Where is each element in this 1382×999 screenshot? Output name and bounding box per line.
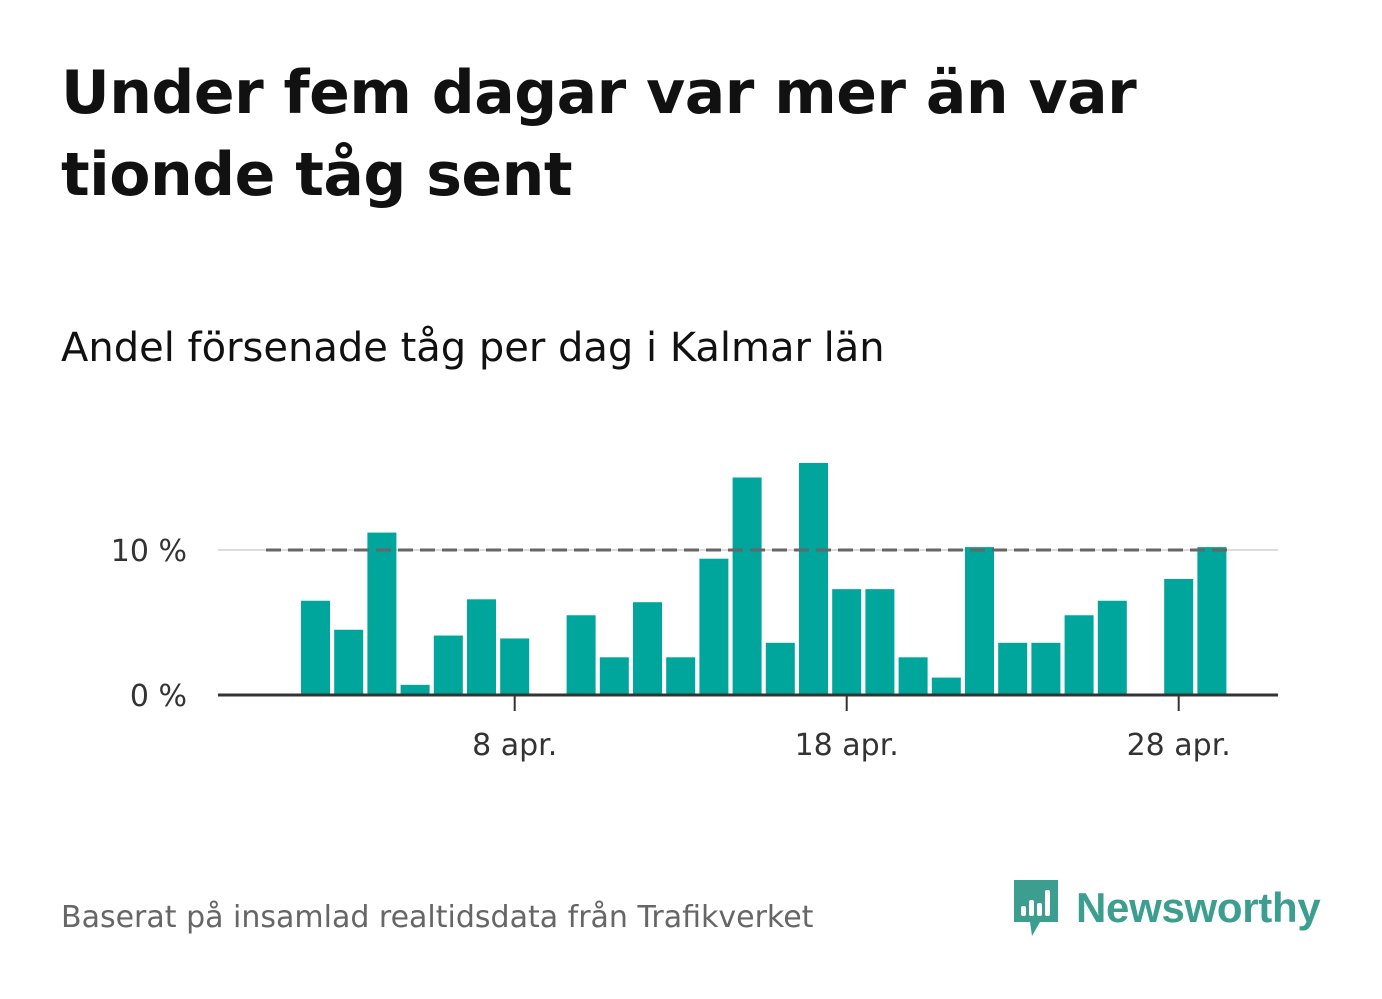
bar: 12 apr.: 6.4 %	[633, 602, 662, 695]
bar: 28 apr.: 8 %	[1164, 579, 1194, 695]
bar: 24 apr.: 3.6 %	[1031, 642, 1061, 695]
bar: 7 apr.: 6.6 %	[467, 599, 496, 695]
brand-name: Newsworthy	[1076, 884, 1321, 931]
bar: 13 apr.: 2.6 %	[666, 657, 696, 695]
brand-logo[interactable]: Newsworthy	[1010, 878, 1321, 938]
bar: 25 apr.: 5.5 %	[1064, 615, 1094, 695]
y-tick-label: 10 %	[111, 534, 187, 569]
bar: 14 apr.: 9.4 %	[699, 558, 729, 695]
bars: 2 apr.: 6.5 %3 apr.: 4.5 %4 apr.: 11.2 %…	[301, 463, 1227, 695]
bar: 18 apr.: 7.3 %	[832, 589, 862, 695]
bar: 21 apr.: 1.2 %	[931, 677, 961, 695]
bar: 29 apr.: 10.2 %	[1197, 547, 1227, 695]
x-tick-label: 28 apr.	[1127, 728, 1231, 763]
y-tick-label: 0 %	[130, 679, 187, 714]
bar: 16 apr.: 3.6 %	[765, 642, 795, 695]
bar: 22 apr.: 10.2 %	[965, 547, 994, 695]
bar: 26 apr.: 6.5 %	[1097, 600, 1127, 695]
newsworthy-chart-bubble-icon	[1014, 880, 1058, 936]
chart-title: Under fem dagar var mer än var tionde tå…	[61, 58, 1137, 210]
bar: 6 apr.: 4.1 %	[433, 635, 463, 695]
source-note: Baserat på insamlad realtidsdata från Tr…	[61, 900, 814, 935]
bar: 17 apr.: 16 %	[799, 463, 828, 695]
bar: 4 apr.: 11.2 %	[367, 532, 397, 695]
bar: 10 apr.: 5.5 %	[566, 615, 596, 695]
bar: 2 apr.: 6.5 %	[301, 600, 330, 695]
bar: 3 apr.: 4.5 %	[334, 629, 364, 695]
bar: 11 apr.: 2.6 %	[599, 657, 629, 695]
bar: 15 apr.: 15 %	[732, 477, 762, 695]
x-tick-label: 18 apr.	[795, 728, 899, 763]
axes: 0 % 10 % 8 apr. 18 apr. 28 apr.	[111, 534, 1278, 763]
chart-subtitle: Andel försenade tåg per dag i Kalmar län	[61, 325, 885, 371]
bar: 5 apr.: 0.7 %	[400, 684, 430, 695]
bar: 20 apr.: 2.6 %	[898, 657, 928, 695]
bar: 23 apr.: 3.6 %	[998, 642, 1028, 695]
bar: 19 apr.: 7.3 %	[865, 589, 895, 695]
x-tick-label: 8 apr.	[472, 728, 557, 763]
bar: 8 apr.: 3.9 %	[500, 638, 530, 695]
